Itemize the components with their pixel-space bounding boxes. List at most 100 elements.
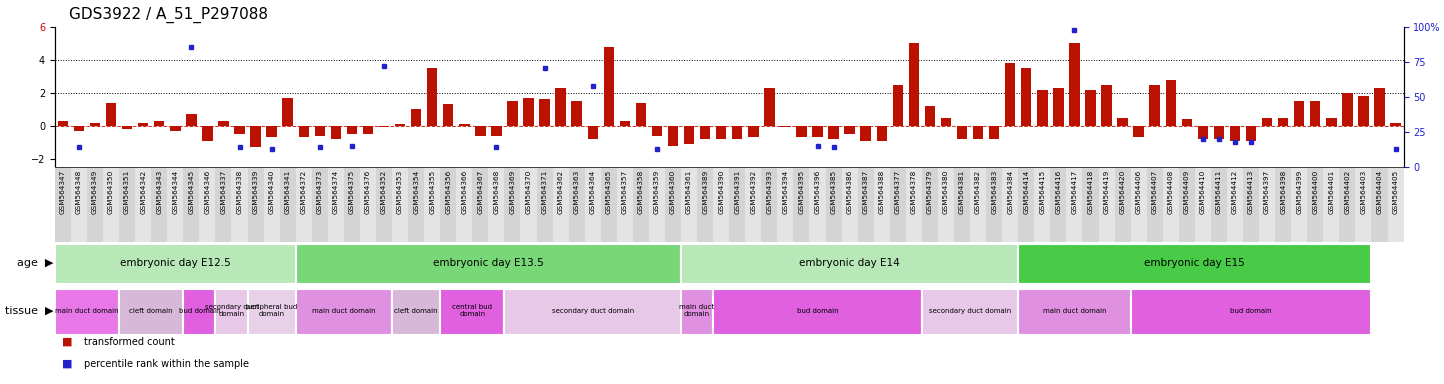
Text: GSM564408: GSM564408 [1168, 170, 1174, 214]
Text: GSM564373: GSM564373 [316, 170, 323, 214]
Bar [732, 126, 742, 139]
Text: GSM564357: GSM564357 [622, 170, 628, 214]
Text: GSM564370: GSM564370 [526, 170, 531, 214]
Bar [90, 122, 100, 126]
Text: GSM564402: GSM564402 [1344, 170, 1350, 214]
Bar [344, 167, 360, 242]
Text: ■: ■ [62, 359, 72, 369]
Bar [826, 167, 842, 242]
Bar [1278, 118, 1288, 126]
Bar [488, 167, 504, 242]
Text: GSM564394: GSM564394 [783, 170, 788, 214]
Bar [186, 114, 196, 126]
Text: GSM564366: GSM564366 [461, 170, 468, 214]
Bar [331, 126, 341, 139]
Bar [1002, 167, 1018, 242]
Text: GSM564411: GSM564411 [1216, 170, 1222, 214]
Bar [1197, 126, 1209, 139]
Bar [921, 289, 1018, 335]
Bar [845, 126, 855, 134]
Bar [1131, 289, 1372, 335]
Bar [412, 109, 422, 126]
Bar [1227, 167, 1243, 242]
Bar [315, 126, 325, 136]
Text: GSM564420: GSM564420 [1119, 170, 1125, 214]
Text: GSM564354: GSM564354 [413, 170, 419, 214]
Bar [1262, 118, 1272, 126]
Text: GSM564364: GSM564364 [589, 170, 596, 214]
Bar [1050, 167, 1066, 242]
Bar [443, 104, 453, 126]
Bar [1275, 167, 1291, 242]
Text: GSM564346: GSM564346 [205, 170, 211, 214]
Bar [632, 167, 648, 242]
Bar [215, 167, 231, 242]
Bar [71, 167, 87, 242]
Bar [1018, 244, 1372, 284]
Text: GSM564396: GSM564396 [814, 170, 820, 214]
Bar [890, 167, 905, 242]
Text: embryonic day E12.5: embryonic day E12.5 [120, 258, 231, 268]
Bar [264, 167, 280, 242]
Bar [553, 167, 569, 242]
Text: GSM564409: GSM564409 [1184, 170, 1190, 214]
Bar [569, 167, 585, 242]
Bar [813, 126, 823, 137]
Bar [877, 126, 887, 141]
Text: GSM564351: GSM564351 [124, 170, 130, 214]
Text: GSM564401: GSM564401 [1328, 170, 1334, 214]
Bar [1391, 122, 1401, 126]
Bar [1165, 79, 1175, 126]
Bar [1340, 167, 1356, 242]
Text: GSM564353: GSM564353 [397, 170, 403, 214]
Bar [1005, 63, 1015, 126]
Text: GSM564390: GSM564390 [718, 170, 725, 214]
Text: main duct domain: main duct domain [1043, 308, 1106, 314]
Bar [55, 289, 118, 335]
Bar [700, 126, 710, 139]
Text: GSM564406: GSM564406 [1135, 170, 1142, 214]
Bar [280, 167, 296, 242]
Bar [780, 126, 791, 127]
Bar [394, 124, 406, 126]
Bar [456, 167, 472, 242]
Bar [1243, 167, 1259, 242]
Text: GSM564355: GSM564355 [429, 170, 435, 214]
Text: GSM564362: GSM564362 [557, 170, 563, 214]
Bar [491, 126, 501, 136]
Text: bud domain: bud domain [797, 308, 839, 314]
Bar [954, 167, 970, 242]
Text: GSM564360: GSM564360 [670, 170, 676, 214]
Text: GSM564358: GSM564358 [638, 170, 644, 214]
Text: tissue  ▶: tissue ▶ [4, 306, 53, 316]
Bar [105, 103, 117, 126]
Text: cleft domain: cleft domain [130, 308, 173, 314]
Bar [504, 167, 520, 242]
Text: GSM564381: GSM564381 [959, 170, 965, 214]
Bar [136, 167, 152, 242]
Text: GSM564393: GSM564393 [767, 170, 773, 214]
Text: GSM564375: GSM564375 [349, 170, 355, 214]
Text: secondary duct domain: secondary duct domain [928, 308, 1011, 314]
Text: central bud
domain: central bud domain [452, 305, 492, 318]
Text: GSM564419: GSM564419 [1103, 170, 1109, 214]
Bar [682, 289, 713, 335]
Text: bud domain: bud domain [179, 308, 219, 314]
Text: GSM564359: GSM564359 [654, 170, 660, 214]
Bar [682, 244, 1018, 284]
Text: GSM564387: GSM564387 [862, 170, 869, 214]
Bar [283, 98, 293, 126]
Bar [1310, 101, 1320, 126]
Bar [425, 167, 440, 242]
Bar [619, 121, 630, 126]
Bar [1194, 167, 1212, 242]
Text: GSM564365: GSM564365 [606, 170, 612, 214]
Bar [440, 289, 504, 335]
Bar [810, 167, 826, 242]
Text: embryonic day E15: embryonic day E15 [1145, 258, 1245, 268]
Text: GSM564348: GSM564348 [77, 170, 82, 214]
Bar [1259, 167, 1275, 242]
Bar [507, 101, 518, 126]
Bar [218, 121, 228, 126]
Bar [296, 167, 312, 242]
